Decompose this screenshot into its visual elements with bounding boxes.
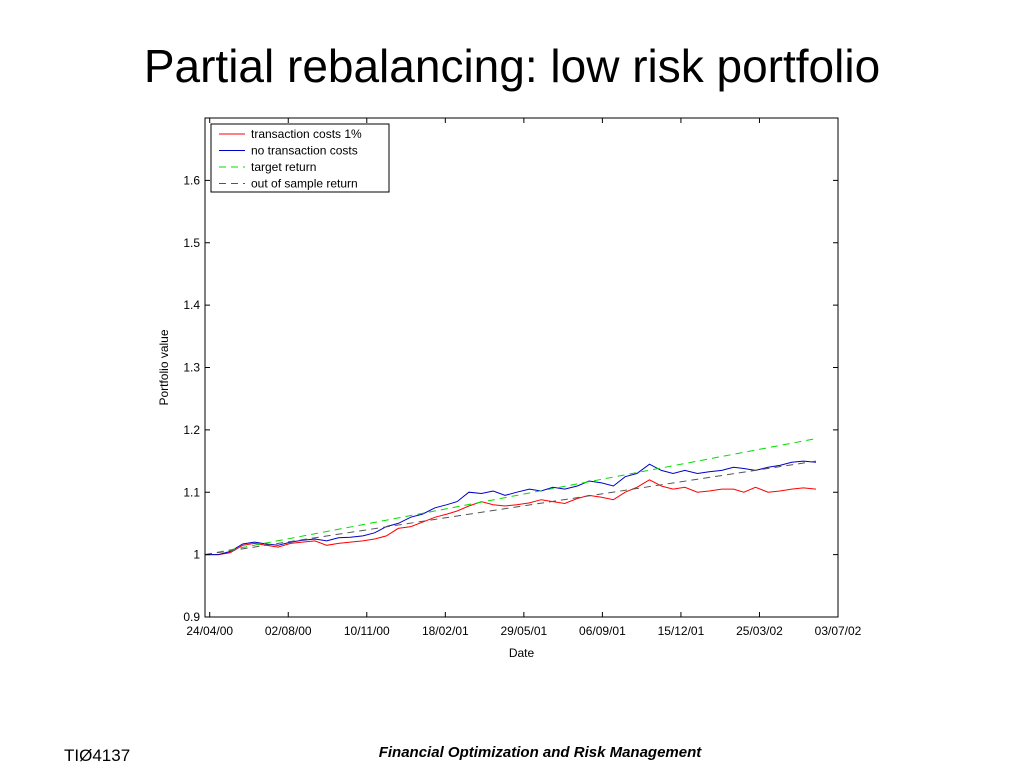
x-tick-label: 03/07/02 [815, 624, 862, 638]
x-tick-label: 29/05/01 [500, 624, 547, 638]
y-tick-label: 1 [193, 548, 200, 562]
axes: 0.9 1 1.1 1.2 1.3 1.4 1.5 1.6 24/04/00 02/08/00 10… [157, 117, 862, 660]
x-tick-label: 02/08/00 [265, 624, 312, 638]
x-tick-label: 10/11/00 [344, 624, 390, 638]
y-tick-label: 1.1 [183, 485, 200, 499]
series-line-2 [205, 460, 817, 556]
legend: transaction costs 1% no transaction costs… [210, 123, 390, 193]
y-tick-label: 0.9 [183, 610, 200, 624]
slide-title: Partial rebalancing: low risk portfolio [143, 40, 881, 92]
y-tick-label: 1.3 [183, 361, 200, 375]
series-line-4 [204, 460, 817, 556]
course-name: Financial Optimization and Risk Manageme… [378, 744, 702, 761]
series-line-3 [204, 438, 817, 556]
legend-label: no transaction costs [251, 144, 358, 158]
series-line-1 [205, 479, 817, 556]
x-tick-label: 15/12/01 [658, 624, 705, 638]
y-axis-title: Portfolio value [157, 329, 171, 405]
x-axis-title: Date [509, 646, 535, 660]
y-tick-label: 1.6 [183, 173, 200, 187]
legend-box [210, 123, 390, 193]
legend-label: out of sample return [251, 177, 358, 191]
x-tick-label: 06/09/01 [579, 624, 626, 638]
y-tick-label: 1.2 [183, 423, 200, 437]
x-tick-label: 25/03/02 [736, 624, 783, 638]
x-tick-label: 18/02/01 [422, 624, 469, 638]
plot-area [204, 438, 817, 556]
y-tick-label: 1.5 [183, 236, 200, 250]
course-code: TIØ4137 [64, 746, 131, 765]
x-tick-label: 24/04/00 [186, 624, 233, 638]
legend-label: transaction costs 1% [251, 127, 362, 141]
legend-label: target return [251, 160, 316, 174]
y-tick-label: 1.4 [183, 298, 200, 312]
